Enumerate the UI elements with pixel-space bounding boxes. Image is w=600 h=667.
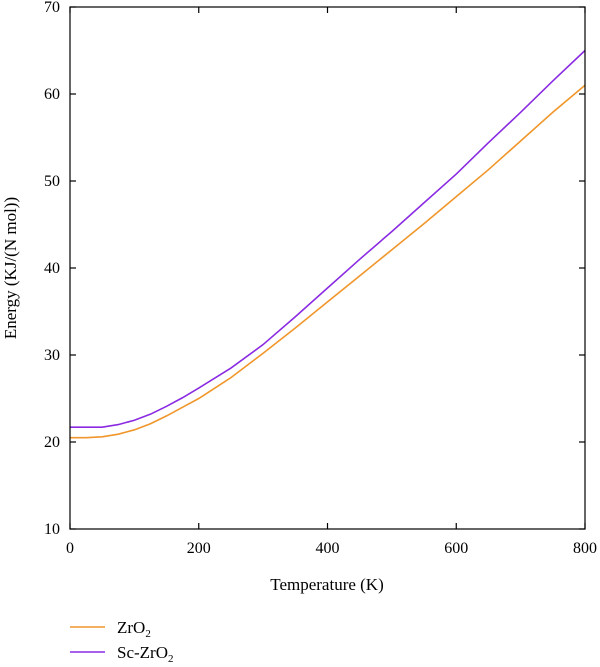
y-tick-label-5: 60 (44, 86, 60, 103)
y-tick-label-6: 70 (44, 0, 60, 16)
series-line-1 (70, 49, 586, 429)
y-tick-label-3: 40 (44, 260, 60, 277)
plot-area: 0 200 400 600 800 10 20 30 40 50 60 70 (44, 0, 597, 557)
y-tick-label-4: 50 (44, 173, 60, 190)
y-tick-label-0: 10 (44, 521, 60, 538)
series-line-0 (70, 84, 586, 439)
x-tick-label-3: 600 (444, 540, 468, 557)
legend: ZrO2 Sc-ZrO2 (70, 618, 173, 665)
x-tick-label-2: 400 (316, 540, 340, 557)
y-tick-label-2: 30 (44, 347, 60, 364)
y-tick-label-1: 20 (44, 434, 60, 451)
x-tick-label-1: 200 (187, 540, 211, 557)
plot-frame (69, 6, 586, 530)
x-axis-title: Temperature (K) (270, 575, 384, 594)
y-axis-title: Energy (KJ/(N mol)) (1, 197, 20, 339)
legend-label-0: ZrO2 (117, 618, 151, 640)
x-tick-label-4: 800 (573, 540, 597, 557)
legend-label-1: Sc-ZrO2 (117, 643, 173, 665)
x-tick-label-0: 0 (66, 540, 74, 557)
